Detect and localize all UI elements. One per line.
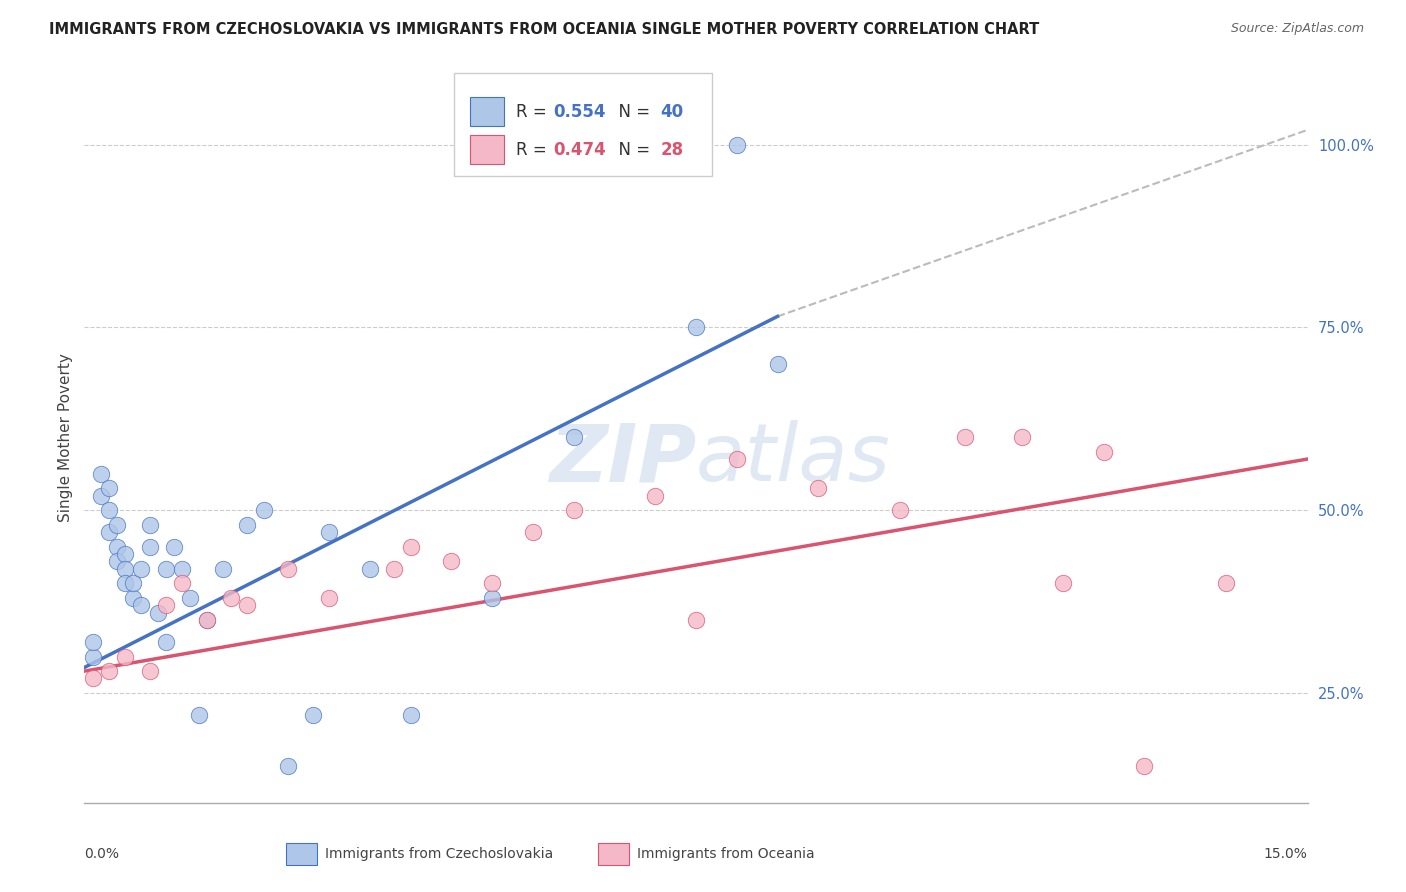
Bar: [287, 843, 316, 865]
Text: Immigrants from Oceania: Immigrants from Oceania: [637, 847, 815, 861]
Point: [440, 554, 463, 568]
Point: [318, 525, 340, 540]
Point: [97, 481, 120, 495]
Point: [766, 357, 789, 371]
Point: [685, 320, 707, 334]
Bar: [470, 135, 503, 164]
Text: atlas: atlas: [696, 420, 891, 498]
Point: [725, 452, 748, 467]
Point: [562, 430, 585, 444]
Point: [301, 708, 323, 723]
Point: [122, 591, 145, 605]
Point: [399, 540, 422, 554]
Point: [114, 562, 136, 576]
Text: N =: N =: [607, 103, 655, 120]
Point: [97, 525, 120, 540]
Y-axis label: Single Mother Poverty: Single Mother Poverty: [58, 352, 73, 522]
Point: [163, 540, 186, 554]
Point: [105, 517, 128, 532]
Point: [725, 137, 748, 152]
Point: [138, 540, 160, 554]
Point: [195, 613, 218, 627]
Point: [318, 591, 340, 605]
Point: [138, 664, 160, 678]
Point: [807, 481, 830, 495]
Point: [953, 430, 976, 444]
Point: [138, 517, 160, 532]
Point: [82, 649, 104, 664]
Point: [114, 649, 136, 664]
Point: [562, 503, 585, 517]
Text: 0.554: 0.554: [553, 103, 606, 120]
Point: [122, 576, 145, 591]
Point: [685, 613, 707, 627]
Point: [82, 635, 104, 649]
Point: [187, 708, 209, 723]
Text: 0.474: 0.474: [553, 141, 606, 159]
Point: [236, 517, 259, 532]
Point: [481, 576, 503, 591]
Point: [82, 672, 104, 686]
Text: Source: ZipAtlas.com: Source: ZipAtlas.com: [1230, 22, 1364, 36]
Point: [1133, 759, 1156, 773]
Point: [105, 540, 128, 554]
Point: [131, 562, 153, 576]
Point: [889, 503, 911, 517]
Point: [219, 591, 242, 605]
Point: [90, 467, 112, 481]
Point: [644, 489, 666, 503]
FancyBboxPatch shape: [454, 73, 711, 176]
Text: 0.0%: 0.0%: [84, 847, 120, 861]
Point: [155, 635, 177, 649]
Text: 28: 28: [661, 141, 683, 159]
Point: [172, 562, 194, 576]
Point: [522, 525, 544, 540]
Text: ZIP: ZIP: [548, 420, 696, 498]
Point: [195, 613, 218, 627]
Point: [1052, 576, 1074, 591]
Point: [155, 562, 177, 576]
Point: [131, 599, 153, 613]
Text: 15.0%: 15.0%: [1264, 847, 1308, 861]
Point: [97, 503, 120, 517]
Point: [155, 599, 177, 613]
Point: [481, 591, 503, 605]
Point: [97, 664, 120, 678]
Point: [382, 562, 405, 576]
Point: [359, 562, 381, 576]
Point: [114, 547, 136, 561]
Point: [146, 606, 169, 620]
Point: [236, 599, 259, 613]
Point: [277, 562, 299, 576]
Point: [399, 708, 422, 723]
Point: [114, 576, 136, 591]
Bar: [598, 843, 628, 865]
Point: [277, 759, 299, 773]
Text: 40: 40: [661, 103, 683, 120]
Point: [1215, 576, 1237, 591]
Point: [1092, 444, 1115, 458]
Point: [179, 591, 201, 605]
Text: R =: R =: [516, 141, 553, 159]
Point: [90, 489, 112, 503]
Bar: [470, 97, 503, 127]
Point: [105, 554, 128, 568]
Text: N =: N =: [607, 141, 655, 159]
Text: R =: R =: [516, 103, 553, 120]
Point: [172, 576, 194, 591]
Text: Immigrants from Czechoslovakia: Immigrants from Czechoslovakia: [325, 847, 554, 861]
Point: [1011, 430, 1033, 444]
Point: [212, 562, 235, 576]
Text: IMMIGRANTS FROM CZECHOSLOVAKIA VS IMMIGRANTS FROM OCEANIA SINGLE MOTHER POVERTY : IMMIGRANTS FROM CZECHOSLOVAKIA VS IMMIGR…: [49, 22, 1039, 37]
Point: [253, 503, 276, 517]
